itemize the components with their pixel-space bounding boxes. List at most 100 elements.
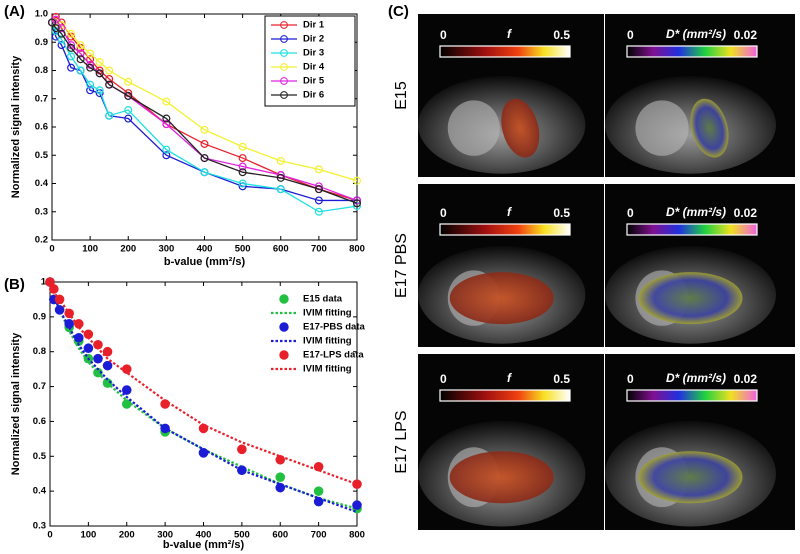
mri-anatomy — [605, 75, 776, 174]
data-point — [124, 114, 133, 123]
x-tick-label: 200 — [120, 244, 136, 255]
data-point — [313, 486, 324, 496]
legend-label: IVIM fitting — [303, 336, 352, 347]
data-point — [238, 154, 247, 163]
data-point — [76, 55, 85, 64]
colorbar — [439, 223, 571, 236]
legend-label: E15 data — [303, 294, 343, 305]
mri-anatomy — [635, 100, 689, 156]
legend-marker — [280, 49, 288, 57]
mri-anatomy — [447, 100, 500, 156]
x-tick-label: 500 — [235, 244, 251, 255]
x-tick-label: 400 — [196, 530, 212, 541]
data-point — [162, 120, 171, 129]
legend-marker — [280, 35, 288, 43]
data-point — [314, 165, 323, 174]
colorbar-min: 0 — [440, 372, 447, 386]
data-point — [67, 52, 76, 61]
data-point — [83, 343, 94, 354]
data-point — [314, 207, 323, 216]
data-point — [105, 66, 114, 75]
data-point — [314, 196, 323, 205]
data-point — [238, 162, 247, 171]
x-axis-label: b-value (mm²/s) — [164, 256, 246, 268]
data-point — [54, 305, 65, 315]
parametric-overlay — [449, 272, 554, 325]
x-tick-label: 700 — [311, 244, 327, 255]
data-point — [121, 385, 132, 395]
y-tick-label: 0.2 — [35, 235, 48, 246]
x-tick-label: 300 — [157, 530, 173, 541]
data-point — [95, 58, 104, 67]
data-point — [57, 24, 66, 33]
y-tick-label: 0.3 — [35, 206, 48, 217]
x-tick-label: 0 — [49, 244, 54, 255]
colorbar — [439, 389, 571, 402]
data-point — [93, 353, 103, 364]
colorbar-max: 0.5 — [553, 28, 570, 42]
legend-label: Dir 4 — [303, 62, 325, 73]
x-tick-label: 0 — [47, 530, 52, 541]
y-tick-label: 1 — [41, 277, 47, 288]
data-point — [121, 399, 132, 409]
colorbar-title: f — [507, 371, 512, 385]
parametric-overlay — [638, 272, 743, 325]
legend-label: Dir 5 — [303, 76, 325, 87]
legend-marker — [279, 322, 289, 332]
y-tick-label: 0.3 — [33, 521, 46, 532]
data-point — [314, 185, 323, 194]
colorbar — [626, 45, 758, 58]
legend-marker — [279, 350, 289, 360]
legend-label: E17-LPS data — [303, 350, 364, 361]
y-tick-label: 0.9 — [33, 311, 46, 322]
data-point — [47, 18, 56, 27]
x-tick-label: 800 — [349, 530, 365, 541]
colorbar-title: f — [507, 27, 512, 41]
y-tick-label: 1.0 — [35, 9, 48, 20]
y-tick-label: 0.4 — [33, 486, 47, 497]
data-point — [200, 125, 209, 134]
y-axis-label: Normalized signal intensity — [10, 332, 22, 475]
legend-marker — [280, 91, 288, 99]
data-point — [76, 66, 85, 75]
data-point — [238, 142, 247, 151]
data-point — [105, 74, 114, 83]
legend-label: IVIM fitting — [303, 308, 352, 319]
data-point — [95, 69, 104, 78]
y-tick-label: 0.9 — [35, 37, 48, 48]
parametric-overlay — [690, 98, 729, 158]
x-tick-label: 700 — [311, 530, 327, 541]
y-tick-label: 0.5 — [35, 150, 49, 161]
data-point — [73, 319, 84, 329]
legend-label: Dir 1 — [303, 20, 325, 31]
parametric-overlay — [501, 98, 540, 158]
series-line — [48, 281, 358, 486]
data-point — [76, 49, 85, 58]
colorbar-min: 0 — [627, 206, 634, 220]
plot-area — [49, 281, 358, 527]
colorbar-max: 0.5 — [553, 372, 570, 386]
colorbar — [439, 45, 571, 58]
data-point — [124, 91, 133, 100]
data-point — [51, 24, 60, 33]
data-point — [162, 151, 171, 160]
data-point — [237, 444, 247, 455]
legend-label: IVIM fitting — [303, 364, 352, 375]
data-point — [162, 97, 171, 106]
legend-marker — [280, 63, 288, 71]
data-point — [238, 179, 247, 188]
legend-marker — [280, 77, 288, 85]
colorbar-min: 0 — [627, 372, 634, 386]
legend-label: Dir 2 — [303, 34, 324, 45]
legend-label: Dir 6 — [303, 90, 324, 101]
data-point — [67, 43, 76, 52]
data-point — [162, 145, 171, 154]
data-point — [105, 111, 114, 120]
row-label: E17 PBS — [393, 233, 410, 298]
y-tick-label: 0.8 — [33, 346, 46, 357]
colorbar-title: D* (mm²/s) — [666, 27, 726, 41]
data-point — [124, 77, 133, 86]
x-tick-label: 100 — [82, 244, 98, 255]
x-tick-label: 200 — [119, 530, 135, 541]
